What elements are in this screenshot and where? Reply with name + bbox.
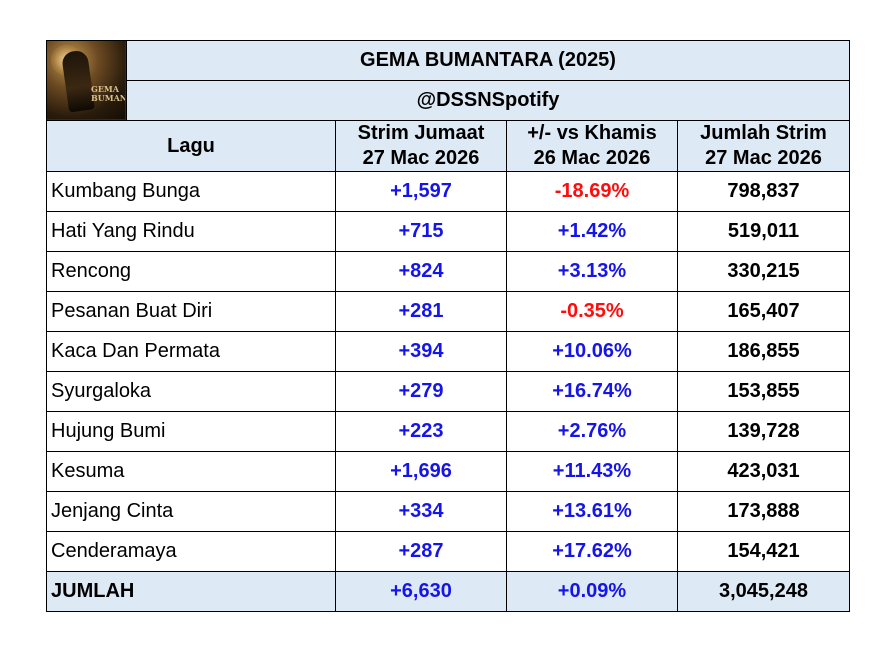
- total-row: JUMLAH +6,630 +0.09% 3,045,248: [46, 571, 850, 612]
- header-daily: Strim Jumaat 27 Mac 2026: [335, 120, 507, 172]
- song-name: Jenjang Cinta: [46, 491, 336, 532]
- table-row: Pesanan Buat Diri +281 -0.35% 165,407: [46, 291, 850, 332]
- header-total-line1: Jumlah Strim: [700, 122, 827, 144]
- table-row: Syurgaloka +279 +16.74% 153,855: [46, 371, 850, 412]
- header-total-line2: 27 Mac 2026: [705, 147, 822, 169]
- change-percent: +2.76%: [506, 411, 678, 452]
- header-daily-line1: Strim Jumaat: [357, 122, 485, 144]
- table-row: Cenderamaya +287 +17.62% 154,421: [46, 531, 850, 572]
- change-percent: -18.69%: [506, 171, 678, 212]
- table-row: Jenjang Cinta +334 +13.61% 173,888: [46, 491, 850, 532]
- total-streams: 423,031: [677, 451, 850, 492]
- source-handle: @DSSNSpotify: [126, 80, 850, 121]
- change-percent: -0.35%: [506, 291, 678, 332]
- table-title: GEMA BUMANTARA (2025): [126, 40, 850, 81]
- song-name: Syurgaloka: [46, 371, 336, 412]
- table-row: Kesuma +1,696 +11.43% 423,031: [46, 451, 850, 492]
- daily-streams: +279: [335, 371, 507, 412]
- change-percent: +13.61%: [506, 491, 678, 532]
- table-row: Rencong +824 +3.13% 330,215: [46, 251, 850, 292]
- song-name: Rencong: [46, 251, 336, 292]
- daily-streams: +1,597: [335, 171, 507, 212]
- total-streams: 798,837: [677, 171, 850, 212]
- change-percent: +10.06%: [506, 331, 678, 372]
- daily-streams: +1,696: [335, 451, 507, 492]
- daily-streams: +223: [335, 411, 507, 452]
- change-percent: +1.42%: [506, 211, 678, 252]
- total-streams: 186,855: [677, 331, 850, 372]
- table-row: Kumbang Bunga +1,597 -18.69% 798,837: [46, 171, 850, 212]
- table-row: Kaca Dan Permata +394 +10.06% 186,855: [46, 331, 850, 372]
- daily-streams: +287: [335, 531, 507, 572]
- change-percent: +11.43%: [506, 451, 678, 492]
- daily-streams: +281: [335, 291, 507, 332]
- song-name: Hujung Bumi: [46, 411, 336, 452]
- total-streams: 139,728: [677, 411, 850, 452]
- song-name: Pesanan Buat Diri: [46, 291, 336, 332]
- song-name: Hati Yang Rindu: [46, 211, 336, 252]
- handle-row: @DSSNSpotify: [46, 80, 850, 121]
- header-song: Lagu: [46, 120, 336, 172]
- daily-streams: +715: [335, 211, 507, 252]
- total-streams: 173,888: [677, 491, 850, 532]
- total-streams: 165,407: [677, 291, 850, 332]
- table-row: Hati Yang Rindu +715 +1.42% 519,011: [46, 211, 850, 252]
- header-total: Jumlah Strim 27 Mac 2026: [677, 120, 850, 172]
- cover-figure: [60, 49, 96, 113]
- header-change-line1: +/- vs Khamis: [527, 122, 657, 144]
- daily-streams: +334: [335, 491, 507, 532]
- song-name: Kaca Dan Permata: [46, 331, 336, 372]
- song-name: Kesuma: [46, 451, 336, 492]
- total-streams: 519,011: [677, 211, 850, 252]
- grand-total-streams: 3,045,248: [677, 571, 850, 612]
- total-daily-streams: +6,630: [335, 571, 507, 612]
- song-name: Kumbang Bunga: [46, 171, 336, 212]
- header-daily-line2: 27 Mac 2026: [362, 147, 480, 169]
- header-change: +/- vs Khamis 26 Mac 2026: [506, 120, 678, 172]
- total-streams: 153,855: [677, 371, 850, 412]
- total-label: JUMLAH: [46, 571, 336, 612]
- daily-streams: +824: [335, 251, 507, 292]
- song-name: Cenderamaya: [46, 531, 336, 572]
- header-change-line2: 26 Mac 2026: [533, 147, 651, 169]
- change-percent: +3.13%: [506, 251, 678, 292]
- change-percent: +16.74%: [506, 371, 678, 412]
- change-percent: +17.62%: [506, 531, 678, 572]
- daily-streams: +394: [335, 331, 507, 372]
- column-header-row: Lagu Strim Jumaat 27 Mac 2026 +/- vs Kham…: [46, 120, 850, 172]
- total-streams: 330,215: [677, 251, 850, 292]
- table-row: Hujung Bumi +223 +2.76% 139,728: [46, 411, 850, 452]
- total-change-percent: +0.09%: [506, 571, 678, 612]
- total-streams: 154,421: [677, 531, 850, 572]
